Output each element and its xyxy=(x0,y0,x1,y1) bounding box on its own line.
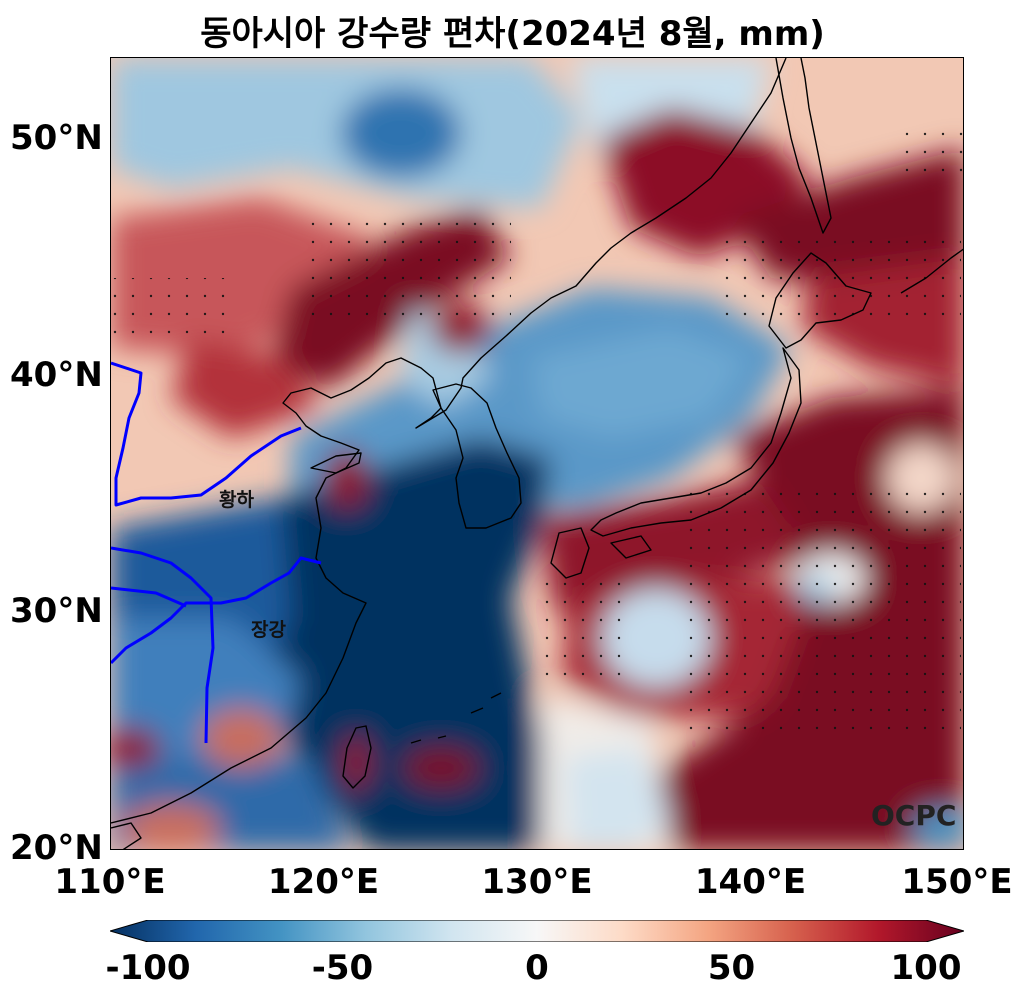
river-branch-line xyxy=(111,586,187,608)
rivers xyxy=(111,361,322,744)
lon-tick-label: 150°E xyxy=(901,862,1013,902)
lat-tick-label: 40°N xyxy=(10,354,103,395)
lat-tick-label: 30°N xyxy=(10,591,103,632)
yangtze-river-label: 장강 xyxy=(251,619,286,641)
map-panel: 황하 장강 OCPC xyxy=(110,57,964,850)
yangtze-branch-line xyxy=(111,546,215,744)
ocpc-watermark: OCPC xyxy=(871,799,956,832)
coastlines xyxy=(111,58,963,849)
lon-tick-label: 110°E xyxy=(54,862,166,902)
significance-dots xyxy=(111,118,963,738)
yellow-river-label: 황하 xyxy=(219,488,254,511)
precipitation-anomaly-map: 황하 장강 OCPC xyxy=(111,58,963,849)
anomaly-field xyxy=(111,58,963,849)
colorbar-tick-label: 0 xyxy=(525,948,549,988)
lat-tick-label: 20°N xyxy=(10,828,103,868)
lat-tick-label: 50°N xyxy=(10,117,103,158)
lon-tick-label: 120°E xyxy=(267,862,380,902)
yangtze-river-line xyxy=(111,556,322,665)
colorbar-tick-label: 100 xyxy=(890,948,962,988)
yellow-river-line xyxy=(111,361,302,507)
colorbar-tick-label: 50 xyxy=(707,948,756,988)
colorbar xyxy=(110,920,964,942)
lon-tick-label: 140°E xyxy=(694,862,807,902)
lon-tick-label: 130°E xyxy=(481,862,593,902)
colorbar-tick-label: -50 xyxy=(311,948,374,988)
colorbar-tick-label: -100 xyxy=(105,948,191,988)
map-title: 동아시아 강수량 편차(2024년 8월, mm) xyxy=(200,14,825,54)
